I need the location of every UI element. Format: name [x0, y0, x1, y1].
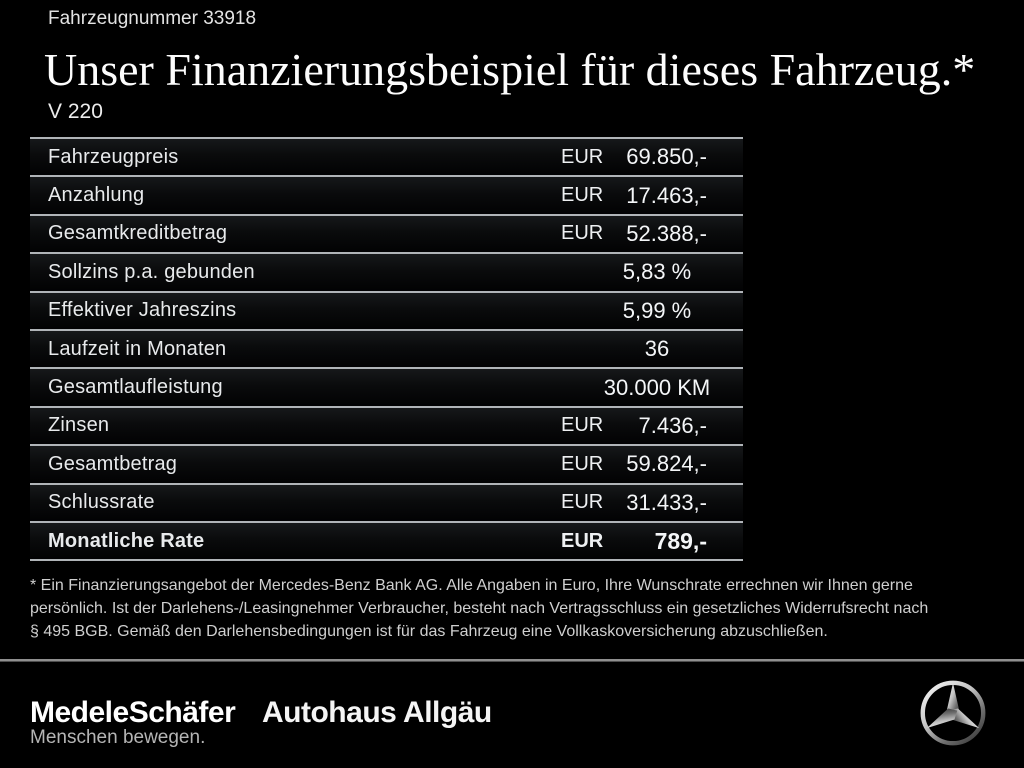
dealer-tagline: Menschen bewegen. — [30, 727, 206, 748]
table-row: Gesamtbetrag EUR 59.824,- — [30, 444, 743, 483]
vehicle-number: Fahrzeugnummer 33918 — [48, 8, 257, 29]
row-label: Sollzins p.a. gebunden — [48, 260, 255, 283]
row-value: 52.388,- — [626, 220, 707, 246]
row-currency: EUR — [561, 414, 604, 437]
row-currency: EUR — [561, 222, 604, 245]
row-value: 69.850,- — [626, 144, 707, 170]
row-value: 30.000 KM — [603, 374, 711, 400]
row-label: Zinsen — [48, 414, 110, 437]
financing-table: Fahrzeugpreis EUR 69.850,- Anzahlung EUR… — [30, 137, 743, 562]
page-title: Unser Finanzierungsbeispiel für dieses F… — [44, 44, 976, 95]
row-value: 7.436,- — [638, 412, 708, 438]
footnote-line: persönlich. Ist der Darlehens-/Leasingne… — [30, 600, 929, 617]
table-row: Effektiver Jahreszins 5,99 % — [30, 290, 743, 329]
table-row: Fahrzeugpreis EUR 69.850,- — [30, 137, 743, 176]
table-row: Laufzeit in Monaten 36 — [30, 328, 743, 368]
row-label: Effektiver Jahreszins — [48, 299, 237, 322]
row-label: Gesamtkreditbetrag — [48, 222, 228, 245]
row-label: Gesamtlaufleistung — [48, 376, 223, 399]
table-row-monthly-rate: Monatliche Rate EUR 789,- — [30, 520, 743, 560]
legal-footnote: * Ein Finanzierungsangebot der Mercedes-… — [30, 574, 1000, 643]
row-value: 5,99 % — [622, 297, 692, 323]
dealer-logo-autohaus-allgaeu: Autohaus Allgäu — [262, 696, 492, 729]
table-row: Schlussrate EUR 31.433,- — [30, 482, 743, 521]
table-row: Zinsen EUR 7.436,- — [30, 405, 743, 445]
dealer-logo-medele-schaefer: MedeleSchäfer — [30, 696, 236, 729]
row-value: 5,83 % — [622, 259, 692, 285]
row-value: 59.824,- — [626, 451, 707, 477]
row-label: Gesamtbetrag — [48, 452, 178, 475]
table-row: Sollzins p.a. gebunden 5,83 % — [30, 252, 743, 291]
row-value: 31.433,- — [626, 489, 707, 515]
mercedes-benz-star-icon — [920, 680, 986, 746]
vehicle-model: V 220 — [48, 100, 103, 123]
row-label: Fahrzeugpreis — [48, 145, 179, 168]
table-row: Anzahlung EUR 17.463,- — [30, 175, 743, 214]
row-currency: EUR — [561, 491, 604, 514]
table-row: Gesamtkreditbetrag EUR 52.388,- — [30, 213, 743, 253]
row-currency: EUR — [561, 184, 604, 207]
row-currency: EUR — [561, 452, 604, 475]
row-label: Monatliche Rate — [48, 529, 205, 552]
footnote-line: * Ein Finanzierungsangebot der Mercedes-… — [30, 577, 913, 594]
row-value: 36 — [644, 336, 670, 362]
footer-divider — [0, 659, 1024, 662]
footnote-line: § 495 BGB. Gemäß den Darlehensbedingunge… — [30, 623, 828, 640]
row-value: 789,- — [654, 527, 707, 554]
row-currency: EUR — [561, 145, 604, 168]
row-label: Laufzeit in Monaten — [48, 337, 227, 360]
row-value: 17.463,- — [626, 182, 707, 208]
table-row: Gesamtlaufleistung 30.000 KM — [30, 367, 743, 406]
row-label: Schlussrate — [48, 491, 155, 514]
row-currency: EUR — [561, 529, 604, 552]
row-label: Anzahlung — [48, 184, 145, 207]
